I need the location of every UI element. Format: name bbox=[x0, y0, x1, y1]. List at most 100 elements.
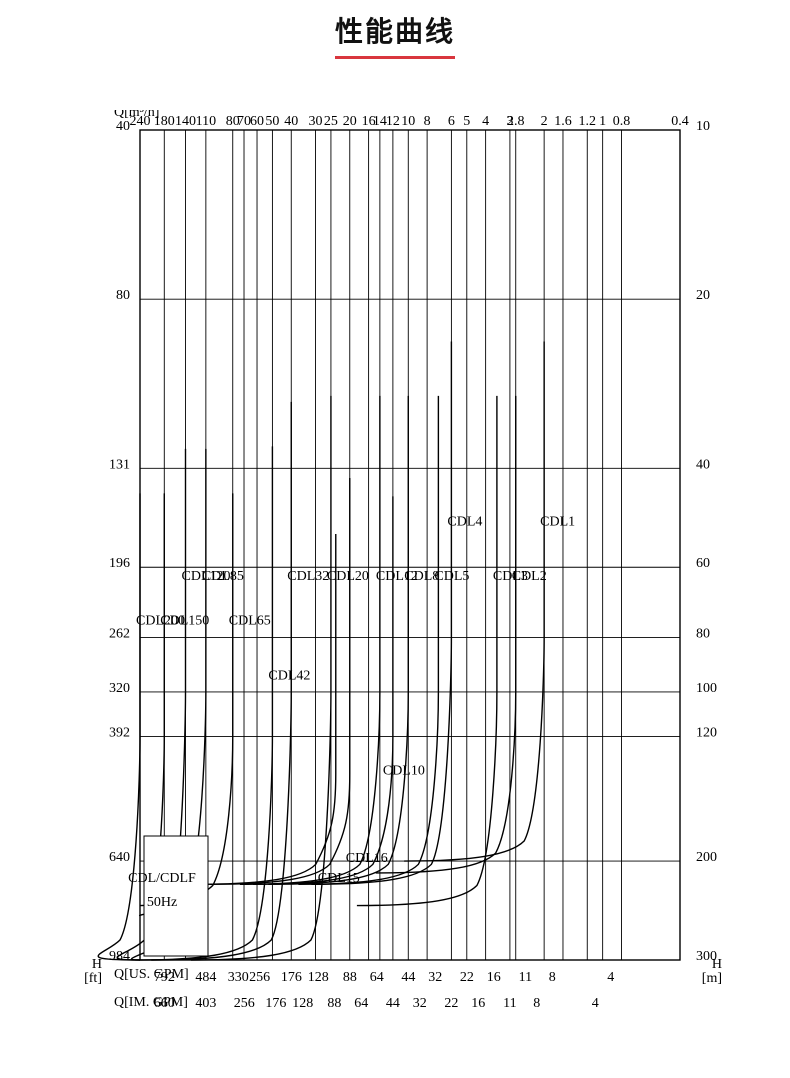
svg-text:8: 8 bbox=[533, 996, 540, 1010]
svg-text:984: 984 bbox=[109, 949, 130, 964]
svg-text:Q[US. GPM]: Q[US. GPM] bbox=[114, 967, 189, 982]
svg-text:Q[IM. GPM]: Q[IM. GPM] bbox=[114, 995, 188, 1010]
label-CDL1: CDL1 bbox=[540, 514, 575, 529]
svg-text:8: 8 bbox=[549, 970, 556, 985]
svg-text:CDL10: CDL10 bbox=[383, 763, 425, 778]
svg-text:40: 40 bbox=[696, 457, 710, 472]
svg-text:64: 64 bbox=[354, 996, 368, 1010]
svg-text:80: 80 bbox=[696, 626, 710, 641]
svg-text:11: 11 bbox=[519, 970, 532, 985]
svg-text:25: 25 bbox=[324, 114, 338, 129]
svg-text:50Hz: 50Hz bbox=[147, 895, 177, 910]
label-CDL150: CDL150 bbox=[160, 613, 209, 628]
svg-text:240: 240 bbox=[130, 114, 151, 129]
svg-text:2: 2 bbox=[541, 114, 548, 129]
chart-title: 性能曲线 bbox=[335, 10, 455, 59]
svg-text:176: 176 bbox=[265, 996, 286, 1010]
label-CDL20: CDL20 bbox=[327, 569, 369, 584]
label-CDL16: CDL16 bbox=[346, 851, 388, 866]
performance-curve-chart: CDL200CDL150CDL120CDL85CDL65CDL42CDL32CD… bbox=[80, 110, 740, 1010]
svg-text:6: 6 bbox=[448, 114, 455, 129]
label-CDL85: CDL85 bbox=[202, 569, 244, 584]
svg-text:128: 128 bbox=[292, 996, 313, 1010]
svg-text:256: 256 bbox=[249, 970, 270, 985]
svg-text:256: 256 bbox=[234, 996, 255, 1010]
svg-text:4: 4 bbox=[592, 996, 599, 1010]
svg-text:CDL85: CDL85 bbox=[202, 569, 244, 584]
svg-text:20: 20 bbox=[343, 114, 357, 129]
svg-text:110: 110 bbox=[196, 114, 216, 129]
svg-text:32: 32 bbox=[428, 970, 442, 985]
svg-text:131: 131 bbox=[109, 457, 130, 472]
label-CDL15: CDL15 bbox=[318, 871, 360, 886]
label-CDL32: CDL32 bbox=[287, 569, 329, 584]
label-CDL65: CDL65 bbox=[229, 613, 271, 628]
svg-text:200: 200 bbox=[696, 850, 717, 865]
svg-text:1: 1 bbox=[599, 114, 606, 129]
svg-text:CDL65: CDL65 bbox=[229, 613, 271, 628]
svg-text:4: 4 bbox=[482, 114, 489, 129]
curve-CDL15 bbox=[196, 534, 336, 884]
label-CDL5: CDL5 bbox=[434, 569, 469, 584]
svg-text:20: 20 bbox=[696, 288, 710, 303]
svg-text:CDL150: CDL150 bbox=[160, 613, 209, 628]
svg-text:40: 40 bbox=[284, 114, 298, 129]
svg-text:CDL15: CDL15 bbox=[318, 871, 360, 886]
svg-text:60: 60 bbox=[696, 556, 710, 571]
svg-text:330: 330 bbox=[228, 970, 249, 985]
label-CDL4: CDL4 bbox=[447, 514, 482, 529]
svg-text:1.6: 1.6 bbox=[554, 114, 572, 129]
svg-text:484: 484 bbox=[195, 970, 216, 985]
svg-text:CDL20: CDL20 bbox=[327, 569, 369, 584]
svg-text:262: 262 bbox=[109, 626, 130, 641]
svg-text:32: 32 bbox=[413, 996, 427, 1010]
svg-text:60: 60 bbox=[250, 114, 264, 129]
svg-text:40: 40 bbox=[116, 119, 130, 134]
svg-text:16: 16 bbox=[471, 996, 485, 1010]
svg-text:70: 70 bbox=[237, 114, 251, 129]
svg-text:CDL32: CDL32 bbox=[287, 569, 329, 584]
svg-text:5: 5 bbox=[463, 114, 470, 129]
svg-text:30: 30 bbox=[309, 114, 323, 129]
svg-text:180: 180 bbox=[154, 114, 175, 129]
svg-text:16: 16 bbox=[487, 970, 501, 985]
svg-text:392: 392 bbox=[109, 725, 130, 740]
svg-text:10: 10 bbox=[401, 114, 415, 129]
svg-text:2.8: 2.8 bbox=[507, 114, 524, 129]
svg-text:22: 22 bbox=[444, 996, 458, 1010]
svg-text:CDL42: CDL42 bbox=[268, 668, 310, 683]
svg-text:403: 403 bbox=[195, 996, 216, 1010]
svg-text:CDL4: CDL4 bbox=[447, 514, 482, 529]
svg-text:4: 4 bbox=[607, 970, 614, 985]
svg-text:44: 44 bbox=[401, 970, 415, 985]
svg-text:0.8: 0.8 bbox=[613, 114, 631, 129]
curve-CDL1 bbox=[404, 341, 544, 861]
svg-text:176: 176 bbox=[281, 970, 302, 985]
svg-text:CDL2: CDL2 bbox=[512, 569, 547, 584]
svg-text:H[ft]: H[ft] bbox=[84, 957, 102, 986]
svg-text:80: 80 bbox=[116, 288, 130, 303]
svg-text:0.4: 0.4 bbox=[671, 114, 689, 129]
label-CDL42: CDL42 bbox=[268, 668, 310, 683]
svg-text:88: 88 bbox=[327, 996, 341, 1010]
svg-text:300: 300 bbox=[696, 949, 717, 964]
svg-text:8: 8 bbox=[424, 114, 431, 129]
svg-text:14: 14 bbox=[373, 114, 387, 129]
chart-stage: CDL200CDL150CDL120CDL85CDL65CDL42CDL32CD… bbox=[80, 110, 740, 1010]
svg-text:196: 196 bbox=[109, 556, 130, 571]
svg-text:88: 88 bbox=[343, 970, 357, 985]
svg-text:12: 12 bbox=[386, 114, 400, 129]
label-CDL2: CDL2 bbox=[512, 569, 547, 584]
svg-text:CDL/CDLF: CDL/CDLF bbox=[128, 871, 196, 886]
svg-text:140: 140 bbox=[175, 114, 196, 129]
svg-text:CDL5: CDL5 bbox=[434, 569, 469, 584]
svg-text:22: 22 bbox=[460, 970, 474, 985]
svg-text:792: 792 bbox=[154, 970, 175, 985]
svg-text:1.2: 1.2 bbox=[579, 114, 597, 129]
svg-text:660: 660 bbox=[154, 996, 175, 1010]
curve-CDL4 bbox=[311, 341, 451, 884]
svg-text:64: 64 bbox=[370, 970, 384, 985]
svg-text:120: 120 bbox=[696, 725, 717, 740]
svg-text:320: 320 bbox=[109, 681, 130, 696]
svg-text:CDL1: CDL1 bbox=[540, 514, 575, 529]
